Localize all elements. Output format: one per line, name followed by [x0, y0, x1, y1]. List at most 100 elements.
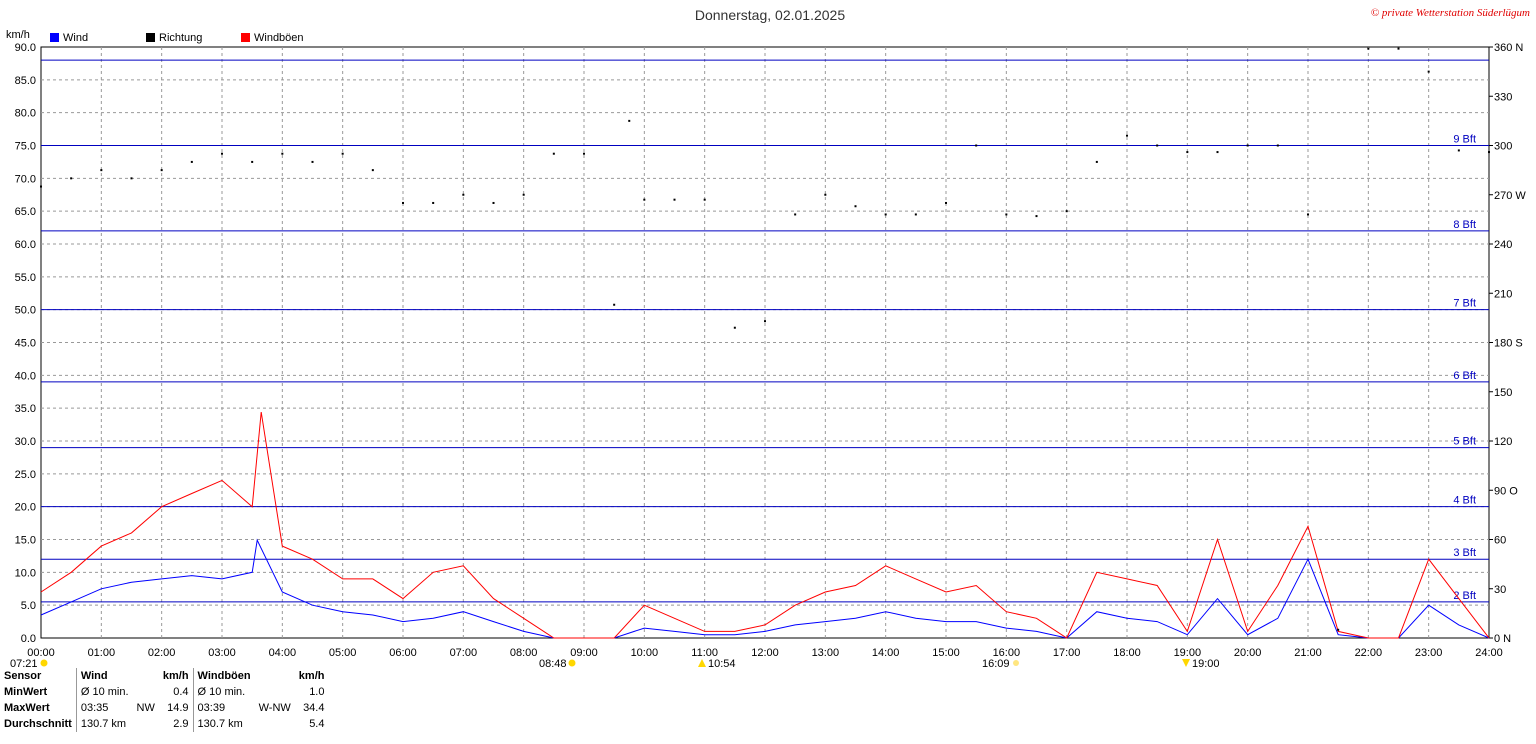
direction-point — [733, 326, 736, 329]
y-tick-label: 55.0 — [15, 272, 36, 284]
direction-point — [884, 213, 887, 216]
moon-time-3: 19:00 — [1192, 658, 1220, 668]
x-tick-label: 15:00 — [932, 647, 960, 659]
wind-chart: Donnerstag, 02.01.2025 © private Wetters… — [6, 7, 1530, 668]
stats-label: MinWert — [4, 686, 48, 698]
x-tick-label: 17:00 — [1053, 647, 1081, 659]
stats-label: Durchschnitt — [4, 718, 72, 730]
stats-header-wind-unit: km/h — [162, 670, 189, 682]
direction-point — [341, 152, 344, 155]
beaufort-label: 5 Bft — [1453, 436, 1476, 448]
direction-point — [1095, 160, 1098, 163]
x-tick-label: 11:00 — [691, 647, 718, 659]
y-tick-label: 50.0 — [15, 305, 36, 317]
y-tick-label: 5.0 — [21, 600, 36, 612]
direction-point — [492, 201, 495, 204]
chart-title: Donnerstag, 02.01.2025 — [695, 7, 845, 23]
legend-label-windboeen: Windböen — [254, 32, 304, 44]
direction-point — [311, 160, 314, 163]
direction-point — [462, 193, 465, 196]
direction-point — [251, 160, 254, 163]
direction-point — [1427, 70, 1430, 73]
stats-cell: 5.4 — [309, 718, 325, 730]
stats-cell: 130.7 km — [192, 716, 255, 732]
y2-tick-label: 150 — [1494, 387, 1512, 399]
y-tick-label: 65.0 — [15, 206, 36, 218]
direction-point — [432, 201, 435, 204]
y2-tick-label: 30 — [1494, 584, 1506, 596]
direction-point — [402, 201, 404, 204]
direction-point — [1397, 47, 1400, 50]
legend-swatch-wind — [50, 33, 59, 42]
stats-header-row: Sensor Wind km/h Windböen km/h — [0, 668, 328, 684]
beaufort-label: 3 Bft — [1453, 547, 1476, 559]
x-tick-label: 18:00 — [1113, 647, 1141, 659]
stats-row-avg: Durchschnitt 130.7 km 2.9 130.7 km 5.4 — [0, 716, 328, 732]
direction-point — [1035, 215, 1038, 218]
stats-header-wind: Wind — [75, 668, 133, 684]
stats-cell: 0.4 — [173, 686, 189, 698]
legend-swatch-windboeen — [241, 33, 250, 42]
beaufort-label: 9 Bft — [1453, 134, 1476, 146]
y-tick-label: 60.0 — [15, 239, 36, 251]
direction-point — [764, 320, 766, 323]
direction-point — [673, 198, 676, 201]
stats-cell: 03:35 — [75, 700, 133, 716]
y-tick-label: 10.0 — [15, 567, 36, 579]
direction-point — [583, 152, 585, 155]
y-tick-label: 35.0 — [15, 403, 36, 415]
x-tick-label: 04:00 — [269, 647, 297, 659]
direction-point — [1186, 151, 1189, 154]
x-tick-label: 09:00 — [570, 647, 598, 659]
direction-point — [1307, 213, 1309, 216]
direction-point — [160, 169, 163, 172]
direction-point — [1005, 213, 1008, 216]
x-tick-label: 22:00 — [1355, 647, 1383, 659]
x-tick-label: 12:00 — [751, 647, 779, 659]
series-line-windböen — [40, 412, 1490, 639]
y-tick-label: 0.0 — [21, 633, 36, 645]
y2-tick-label: 300 — [1494, 141, 1512, 153]
moon-time-1: 10:54 — [708, 658, 736, 668]
y2-tick-label: 60 — [1494, 535, 1506, 547]
x-tick-label: 02:00 — [148, 647, 176, 659]
moon-rise-icon — [698, 659, 706, 667]
stats-table: Sensor Wind km/h Windböen km/h MinWert Ø… — [0, 668, 330, 744]
beaufort-label: 4 Bft — [1453, 495, 1476, 507]
stats-cell: NW — [136, 702, 155, 714]
direction-point — [703, 198, 706, 201]
direction-point — [281, 152, 284, 155]
x-tick-label: 21:00 — [1294, 647, 1322, 659]
x-tick-label: 24:00 — [1475, 647, 1503, 659]
sun-icon — [568, 659, 576, 667]
direction-point — [522, 193, 525, 196]
stats-header-gust-unit: km/h — [298, 670, 325, 682]
legend-swatch-richtung — [146, 33, 155, 42]
x-tick-label: 01:00 — [88, 647, 116, 659]
y2-tick-label: 90 O — [1494, 485, 1518, 497]
y2-tick-label: 210 — [1494, 288, 1512, 300]
series-line-wind — [40, 538, 1490, 639]
direction-point — [1126, 134, 1128, 137]
direction-point — [824, 193, 827, 196]
stats-cell: Ø 10 min. — [75, 684, 133, 700]
stats-row-min: MinWert Ø 10 min. 0.4 Ø 10 min. 1.0 — [0, 684, 328, 700]
legend-label-richtung: Richtung — [159, 32, 202, 44]
beaufort-label: 6 Bft — [1453, 370, 1476, 382]
direction-point — [914, 213, 917, 216]
moon-icon — [1013, 660, 1019, 666]
y2-tick-label: 360 N — [1494, 42, 1523, 54]
sunrise-label: 07:21 — [10, 658, 38, 668]
x-tick-label: 06:00 — [389, 647, 417, 659]
direction-point — [1156, 144, 1159, 147]
direction-point — [975, 144, 978, 147]
stats-cell: 03:39 — [192, 700, 255, 716]
sun-moon-markers: 07:21 08:48 10:54 16:09 19:00 — [10, 658, 1220, 668]
series — [40, 47, 1490, 639]
direction-point — [1216, 151, 1219, 154]
stats-cell: Ø 10 min. — [192, 684, 255, 700]
stats-cell — [255, 684, 295, 700]
y-tick-label: 85.0 — [15, 75, 36, 87]
direction-point — [1276, 144, 1279, 147]
